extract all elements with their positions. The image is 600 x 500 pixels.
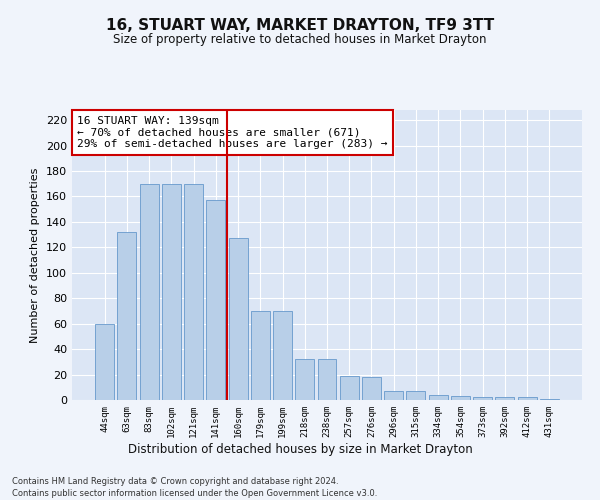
Bar bbox=[518, 398, 536, 400]
Bar bbox=[184, 184, 203, 400]
Bar bbox=[229, 238, 248, 400]
Bar bbox=[540, 398, 559, 400]
Bar bbox=[362, 377, 381, 400]
Text: Size of property relative to detached houses in Market Drayton: Size of property relative to detached ho… bbox=[113, 32, 487, 46]
Text: Contains HM Land Registry data © Crown copyright and database right 2024.: Contains HM Land Registry data © Crown c… bbox=[12, 478, 338, 486]
Bar bbox=[118, 232, 136, 400]
Text: 16, STUART WAY, MARKET DRAYTON, TF9 3TT: 16, STUART WAY, MARKET DRAYTON, TF9 3TT bbox=[106, 18, 494, 32]
Text: Contains public sector information licensed under the Open Government Licence v3: Contains public sector information licen… bbox=[12, 489, 377, 498]
Bar bbox=[451, 396, 470, 400]
Bar bbox=[406, 391, 425, 400]
Bar bbox=[251, 311, 270, 400]
Bar bbox=[273, 311, 292, 400]
Bar bbox=[473, 398, 492, 400]
Bar bbox=[295, 360, 314, 400]
Y-axis label: Number of detached properties: Number of detached properties bbox=[31, 168, 40, 342]
Bar bbox=[206, 200, 225, 400]
Text: Distribution of detached houses by size in Market Drayton: Distribution of detached houses by size … bbox=[128, 442, 472, 456]
Bar bbox=[140, 184, 158, 400]
Bar bbox=[340, 376, 359, 400]
Bar bbox=[95, 324, 114, 400]
Text: 16 STUART WAY: 139sqm
← 70% of detached houses are smaller (671)
29% of semi-det: 16 STUART WAY: 139sqm ← 70% of detached … bbox=[77, 116, 388, 149]
Bar bbox=[162, 184, 181, 400]
Bar bbox=[317, 360, 337, 400]
Bar bbox=[496, 398, 514, 400]
Bar bbox=[429, 395, 448, 400]
Bar bbox=[384, 391, 403, 400]
